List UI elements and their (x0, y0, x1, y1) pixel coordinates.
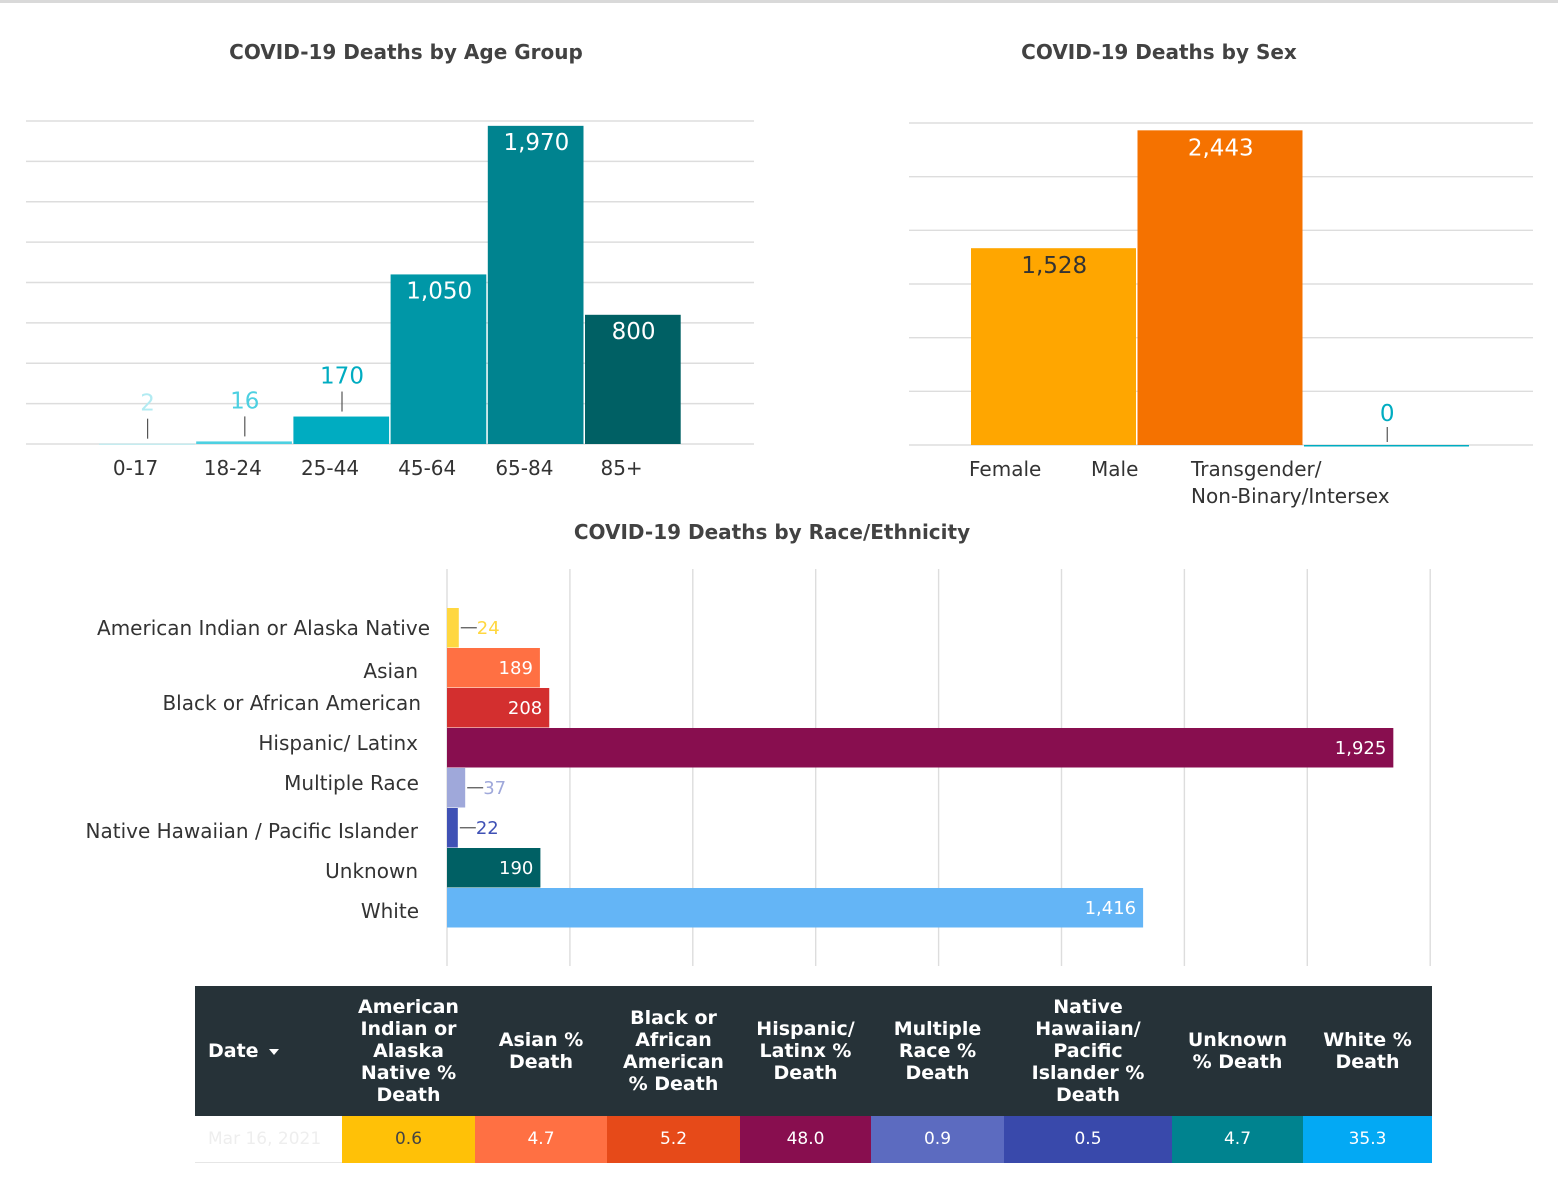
sex-bar (1137, 130, 1303, 445)
age-value-label: 1,970 (503, 130, 569, 156)
race-value-label: 24 (477, 618, 500, 639)
age-tick-label: 45-64 (398, 456, 456, 480)
race-column-header: Hispanic/ Latinx % Death (740, 986, 871, 1116)
age-bar (196, 441, 292, 444)
race-value-label: 37 (483, 778, 506, 799)
percent-cell: 35.3 (1303, 1116, 1432, 1163)
sort-caret-down-icon[interactable] (268, 1048, 279, 1055)
race-bar (447, 608, 459, 648)
age-value-label: 2 (140, 391, 155, 417)
race-bar (447, 808, 458, 848)
race-value-label: 208 (508, 698, 542, 719)
race-value-label: 190 (499, 858, 533, 879)
sex-value-label: 0 (1380, 401, 1395, 427)
race-bar (447, 848, 541, 888)
race-column-header: Native Hawaiian/ Pacific Islander % Deat… (1004, 986, 1172, 1116)
race-column-header: Unknown % Death (1172, 986, 1303, 1116)
race-bar (447, 888, 1144, 928)
race-bar (447, 648, 540, 688)
percent-cell: 5.2 (607, 1116, 740, 1163)
percent-cell: 4.7 (1172, 1116, 1303, 1163)
race-category-label: Hispanic/ Latinx (258, 731, 418, 755)
race-bar (447, 688, 550, 728)
age-tick-label: 65-84 (495, 456, 553, 480)
date-cell: Mar 16, 2021 (195, 1116, 342, 1163)
age-value-label: 170 (320, 364, 364, 390)
age-value-label: 1,050 (406, 278, 472, 304)
date-header-label: Date (208, 1040, 259, 1062)
age-bar (99, 443, 195, 445)
age-bar (390, 274, 487, 444)
race-value-label: 189 (499, 658, 533, 679)
race-value-label: 1,925 (1335, 738, 1387, 759)
race-category-label: White (361, 899, 419, 923)
top-divider (0, 0, 1558, 3)
race-percent-table: Date American Indian or Alaska Native % D… (195, 986, 1432, 1163)
sex-value-label: 2,443 (1188, 135, 1254, 161)
race-category-label: Native Hawaiian / Pacific Islander (86, 819, 419, 843)
race-value-label: 1,416 (1085, 898, 1137, 919)
race-column-header: Multiple Race % Death (871, 986, 1004, 1116)
race-bar (447, 728, 1394, 768)
race-bar (447, 768, 466, 808)
percent-cell: 48.0 (740, 1116, 871, 1163)
race-category-label: Multiple Race (284, 771, 419, 795)
age-bar (585, 314, 681, 444)
sex-tick-label: Female (969, 457, 1041, 481)
race-column-header: American Indian or Alaska Native % Death (342, 986, 475, 1116)
race-column-header: Black or African American % Death (607, 986, 740, 1116)
percent-cell: 0.5 (1004, 1116, 1172, 1163)
age-bar (293, 416, 390, 444)
percent-cell: 0.6 (342, 1116, 475, 1163)
race-category-label: Unknown (325, 859, 418, 883)
age-chart-title: COVID-19 Deaths by Age Group (229, 40, 583, 64)
sex-tick-label: Transgender/Non-Binary/Intersex (1190, 457, 1390, 508)
age-tick-label: 0-17 (113, 456, 158, 480)
age-value-label: 16 (230, 388, 259, 414)
race-value-label: 22 (476, 818, 499, 839)
sex-chart-title: COVID-19 Deaths by Sex (1021, 40, 1297, 64)
sex-bar (971, 248, 1136, 445)
age-bar (487, 125, 584, 444)
sex-tick-label: Male (1091, 457, 1138, 481)
percent-cell: 4.7 (475, 1116, 607, 1163)
race-category-label: Asian (363, 659, 418, 683)
race-category-label: Black or African American (162, 691, 421, 715)
race-category-label: American Indian or Alaska Native (97, 616, 430, 640)
age-tick-label: 85+ (600, 456, 642, 480)
race-column-header: White % Death (1303, 986, 1432, 1116)
percent-cell: 0.9 (871, 1116, 1004, 1163)
race-column-header: Asian % Death (475, 986, 607, 1116)
age-tick-label: 18-24 (204, 456, 262, 480)
age-value-label: 800 (612, 319, 656, 345)
sex-bar (1304, 445, 1469, 447)
sex-value-label: 1,528 (1021, 253, 1087, 279)
race-chart-title: COVID-19 Deaths by Race/Ethnicity (573, 520, 971, 544)
date-column-header[interactable]: Date (195, 986, 342, 1116)
age-tick-label: 25-44 (301, 456, 359, 480)
